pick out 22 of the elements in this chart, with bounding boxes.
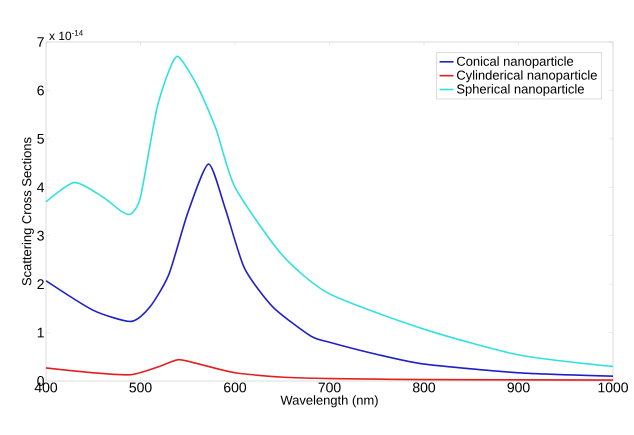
- x-tick-label: 900: [508, 382, 530, 392]
- y-axis-title: Scattering Cross Sections: [22, 137, 34, 286]
- y-tick-label: 7: [37, 37, 44, 47]
- x-tick-label: 700: [318, 382, 341, 392]
- y-tick-label: 2: [37, 279, 44, 290]
- y-tick-label: 3: [37, 230, 44, 241]
- y-tick-label: 6: [37, 85, 44, 96]
- x-tick-label: 1000: [598, 382, 628, 392]
- x-axis-title: Wavelength (nm): [280, 395, 378, 408]
- x-tick-label: 500: [129, 382, 152, 392]
- legend-label: Conical nanoparticle: [457, 56, 574, 68]
- line-series: [45, 56, 614, 368]
- y-tick-label: 5: [37, 134, 44, 144]
- line-series: [45, 163, 614, 377]
- y-tick-label: 1: [38, 328, 44, 338]
- legend-label: Cylinderical nanoparticle: [457, 70, 597, 82]
- text: x 10$^{-14}$: [49, 30, 83, 40]
- x-tick-label: 600: [224, 382, 246, 392]
- line-series: [45, 358, 614, 381]
- legend-label: Spherical nanoparticle: [456, 84, 584, 96]
- x-tick-label: 800: [412, 382, 436, 392]
- y-tick-label: 4: [37, 182, 44, 192]
